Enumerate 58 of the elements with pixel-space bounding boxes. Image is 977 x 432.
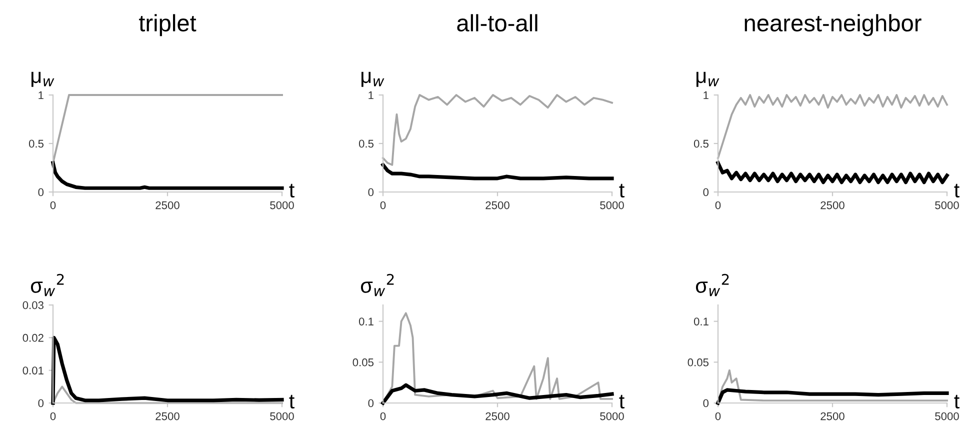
y-tick-label: 1	[368, 91, 374, 100]
y-tick-label: 0.05	[688, 358, 709, 366]
x-tick-label: 5000	[935, 412, 959, 420]
x-tick-label: 2500	[156, 201, 180, 210]
x-tick-label: 2500	[820, 412, 844, 420]
y-tick-label: 0.1	[694, 318, 708, 326]
x-tick-label: 5000	[270, 412, 294, 420]
y-tick-label: 0	[368, 399, 374, 408]
y-tick-label: 0.02	[22, 334, 44, 342]
y-axis-title: μ$_{w}$	[362, 72, 384, 87]
y-axis-title: μ$_{w}$	[696, 72, 720, 87]
x-tick-label: 0	[715, 201, 721, 210]
chart-title: nearest-neighbor	[744, 14, 922, 36]
chart-title: all-to-all	[457, 14, 538, 32]
y-tick-label: 0.5	[358, 140, 374, 148]
x-axis-title: t	[954, 184, 960, 198]
chart-title: triplet	[138, 14, 196, 36]
y-tick-label: 0.05	[352, 358, 374, 366]
line-series	[52, 94, 283, 164]
x-tick-label: 5000	[270, 201, 294, 210]
x-axis-title: t	[289, 184, 295, 198]
y-axis-title: σ$_{w}$$^{2}$	[696, 274, 729, 296]
x-tick-label: 2500	[486, 201, 510, 210]
x-tick-label: 5000	[600, 201, 624, 210]
x-tick-label: 5000	[600, 412, 624, 420]
x-axis-title: t	[619, 184, 625, 198]
y-tick-label: 1	[704, 91, 708, 100]
x-tick-label: 0	[380, 412, 386, 420]
y-axis-title: μ$_{w}$	[32, 72, 54, 87]
line-series	[382, 94, 613, 166]
y-axis-title: σ$_{w}$$^{2}$	[360, 274, 394, 296]
x-tick-label: 2500	[156, 412, 180, 420]
x-tick-label: 2500	[820, 201, 844, 210]
x-tick-label: 0	[380, 201, 386, 210]
x-axis-title: t	[619, 394, 625, 409]
y-tick-label: 0	[703, 188, 709, 196]
y-tick-label: 0.5	[28, 140, 44, 148]
line-series	[716, 161, 949, 184]
x-axis-title: t	[954, 394, 960, 409]
y-tick-label: 0.5	[694, 140, 709, 148]
y-axis-title: σ$_{w}$$^{2}$	[30, 274, 64, 296]
y-tick-label: 0	[38, 399, 44, 408]
x-tick-label: 2500	[486, 412, 510, 420]
y-tick-label: 0.03	[22, 301, 44, 310]
line-series	[51, 161, 284, 190]
x-tick-label: 0	[50, 412, 56, 420]
x-tick-label: 5000	[935, 201, 959, 210]
line-series	[381, 163, 614, 180]
x-axis-title: t	[289, 394, 295, 409]
y-tick-label: 0	[703, 399, 709, 408]
line-series	[717, 94, 948, 160]
y-tick-label: 0	[38, 188, 44, 196]
y-tick-label: 0.01	[22, 366, 44, 374]
x-tick-label: 0	[715, 412, 721, 420]
y-tick-label: 1	[38, 91, 44, 100]
x-tick-label: 0	[50, 201, 56, 210]
y-tick-label: 0.1	[358, 318, 374, 326]
y-tick-label: 0	[368, 188, 374, 196]
